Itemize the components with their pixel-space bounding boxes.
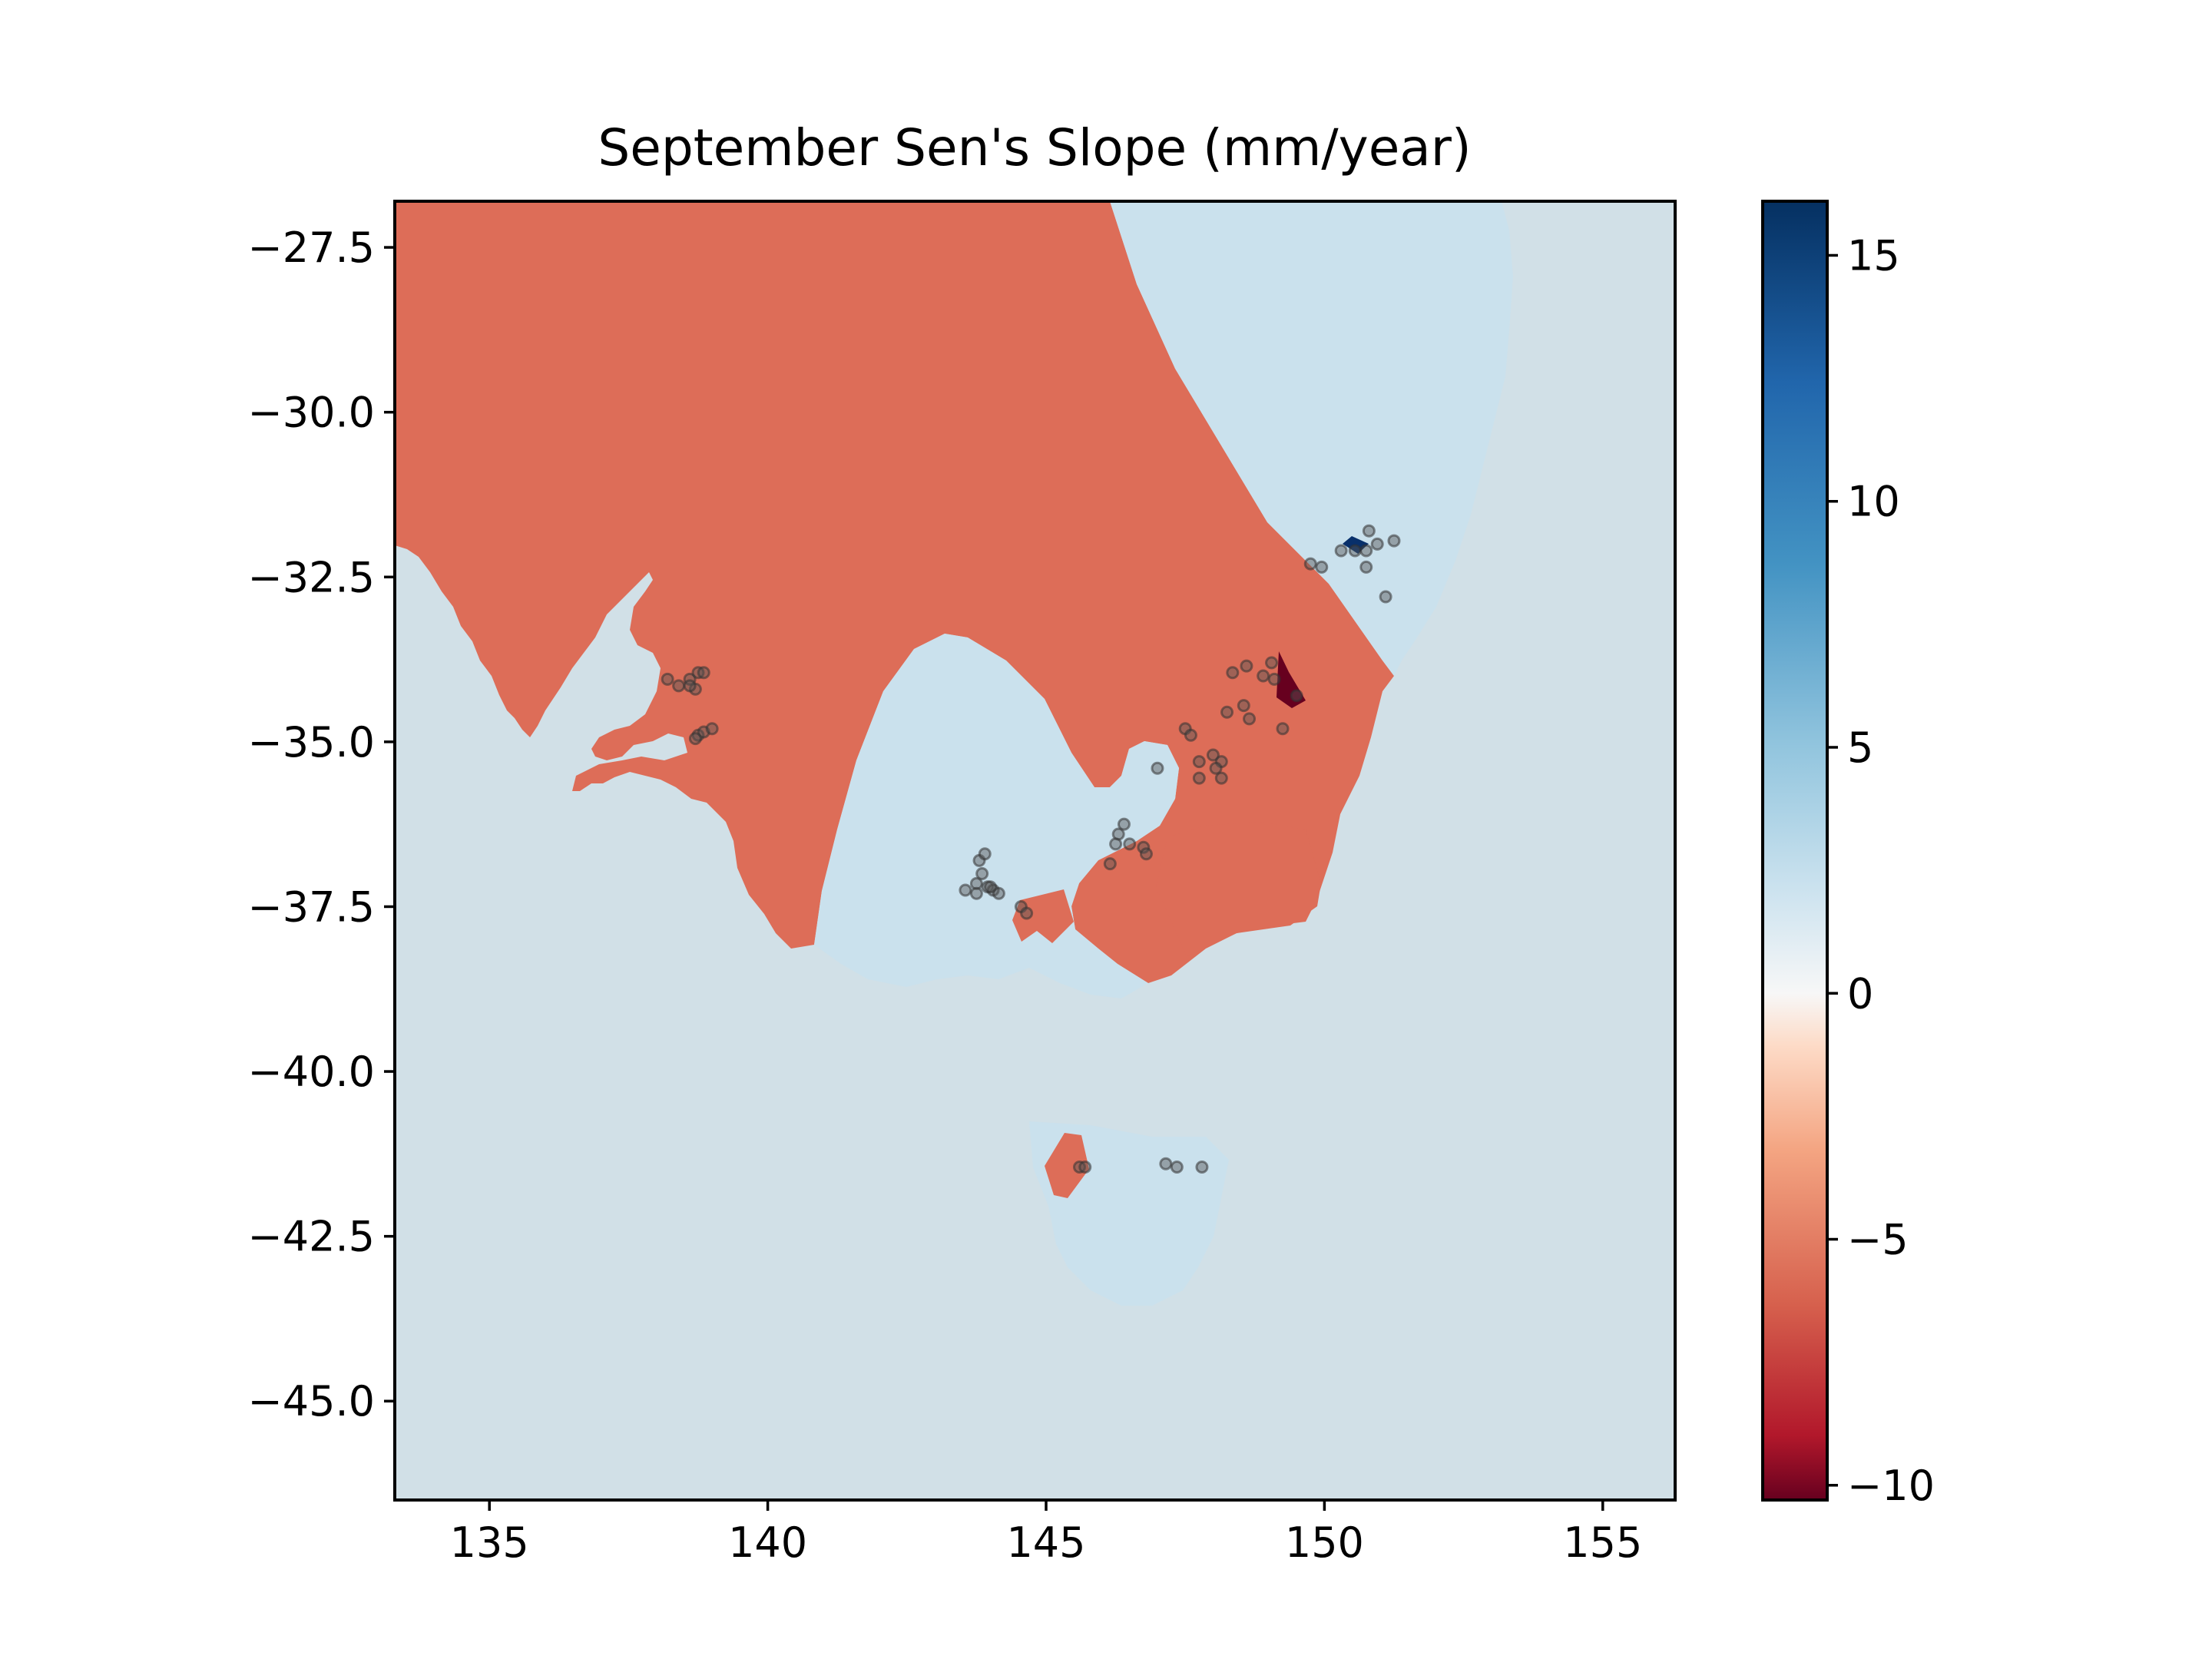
y-tick-label: −27.5 xyxy=(248,224,375,272)
station-marker xyxy=(978,847,992,861)
colorbar-axis: 15 10 5 0 −5 −10 xyxy=(1827,231,1935,1510)
station-marker xyxy=(1362,524,1376,538)
station-marker xyxy=(1123,837,1137,851)
station-marker xyxy=(688,732,702,746)
x-tick-label: 145 xyxy=(1006,1518,1085,1567)
station-marker xyxy=(1237,699,1250,713)
station-marker xyxy=(1359,560,1373,574)
station-marker xyxy=(1348,544,1362,558)
station-marker xyxy=(661,672,674,686)
station-marker xyxy=(672,679,686,693)
station-marker xyxy=(1214,771,1228,785)
station-marker xyxy=(1170,1161,1184,1174)
station-marker xyxy=(1226,666,1240,680)
negative-region-tasmania-nw xyxy=(1045,1133,1089,1198)
station-marker xyxy=(1303,557,1317,571)
station-marker xyxy=(1334,544,1348,558)
station-marker xyxy=(1139,847,1153,861)
strong-negative-cell-canberra xyxy=(1277,651,1306,708)
station-marker xyxy=(1276,722,1290,736)
colorbar-tick-label: 10 xyxy=(1847,478,1900,526)
station-marker xyxy=(1206,748,1220,762)
y-tick-label: −37.5 xyxy=(248,882,375,931)
station-marker xyxy=(1020,906,1034,920)
station-marker xyxy=(683,679,697,693)
station-marker xyxy=(1195,1161,1209,1174)
station-marker xyxy=(1387,534,1401,548)
chart-title: September Sen's Slope (mm/year) xyxy=(598,118,1471,177)
station-marker xyxy=(1315,560,1329,574)
station-marker xyxy=(1151,761,1164,775)
station-marker xyxy=(1267,672,1281,686)
station-marker xyxy=(1192,755,1206,769)
y-tick-label: −40.0 xyxy=(248,1048,375,1096)
plot-frame xyxy=(393,200,1677,1502)
station-marker xyxy=(959,883,972,897)
station-marker xyxy=(705,722,719,736)
station-marker xyxy=(1243,712,1257,726)
station-marker xyxy=(1184,728,1197,742)
stations-layer xyxy=(661,524,1401,1174)
colorbar-tick-label: −5 xyxy=(1847,1216,1909,1264)
colorbar: 15 10 5 0 −5 −10 xyxy=(1761,200,1935,1510)
station-marker xyxy=(984,880,998,894)
station-marker xyxy=(1209,761,1223,775)
y-tick-label: −35.0 xyxy=(248,718,375,767)
positive-region-victoria-bay xyxy=(814,634,1179,998)
y-tick-label: −45.0 xyxy=(248,1377,375,1426)
y-tick-label: −30.0 xyxy=(248,389,375,437)
station-marker xyxy=(1220,705,1234,719)
station-marker xyxy=(975,867,989,881)
x-axis: 135 140 145 150 155 xyxy=(450,1500,1642,1567)
negative-region-gippsland xyxy=(1156,822,1321,956)
station-marker xyxy=(1109,837,1123,851)
y-tick-label: −42.5 xyxy=(248,1213,375,1261)
station-marker xyxy=(969,886,983,900)
station-marker xyxy=(1359,544,1373,558)
station-marker xyxy=(1290,689,1303,703)
station-marker xyxy=(1257,669,1270,683)
station-marker xyxy=(992,886,1005,900)
station-marker xyxy=(1265,656,1279,670)
station-marker xyxy=(1240,659,1253,673)
station-marker xyxy=(1370,537,1384,551)
x-tick-label: 150 xyxy=(1285,1518,1364,1567)
y-tick-label: −32.5 xyxy=(248,553,375,601)
station-marker xyxy=(1159,1157,1173,1171)
station-marker xyxy=(1117,817,1131,831)
plot-area xyxy=(395,201,1675,1500)
colorbar-tick-label: 5 xyxy=(1847,724,1873,772)
colorbar-gradient xyxy=(1761,200,1829,1502)
colorbar-tick-label: 15 xyxy=(1847,231,1900,280)
x-tick-label: 135 xyxy=(450,1518,529,1567)
x-tick-label: 140 xyxy=(728,1518,807,1567)
station-marker xyxy=(697,666,710,680)
y-axis: −27.5 −30.0 −32.5 −35.0 −37.5 −40.0 −42.5 −45.0 xyxy=(248,224,395,1426)
station-marker xyxy=(1379,590,1392,604)
colorbar-tick-label: −10 xyxy=(1847,1462,1935,1510)
x-tick-label: 155 xyxy=(1563,1518,1642,1567)
station-marker xyxy=(1103,857,1117,871)
station-marker xyxy=(1078,1161,1092,1174)
negative-region-mainland xyxy=(395,201,1394,983)
negative-region-otway xyxy=(1012,889,1074,943)
colorbar-tick-label: 0 xyxy=(1847,969,1873,1018)
station-marker xyxy=(1192,771,1206,785)
positive-region-east-coast xyxy=(1110,201,1513,676)
station-marker xyxy=(1137,840,1151,854)
